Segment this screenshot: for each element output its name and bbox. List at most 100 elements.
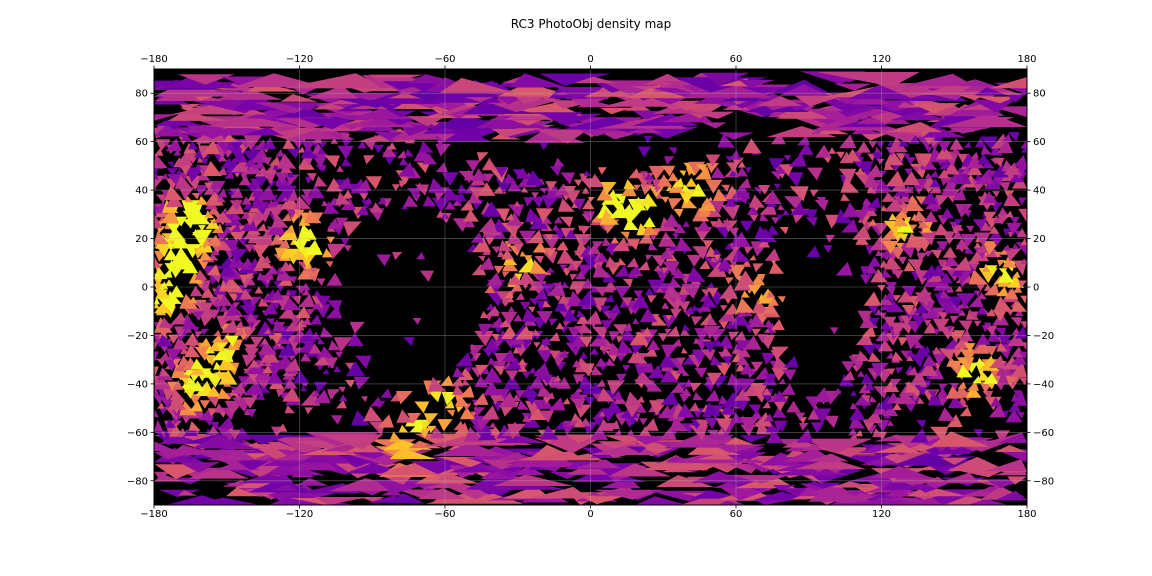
density-cell [681, 387, 692, 397]
density-cell [428, 178, 447, 193]
density-cell [938, 312, 949, 321]
density-cell [886, 368, 896, 376]
density-cell [313, 389, 331, 404]
density-cell [752, 263, 764, 273]
density-cell [672, 233, 679, 239]
density-cell [684, 306, 694, 314]
density-cell [592, 263, 611, 278]
density-cell [754, 225, 771, 240]
density-cell [895, 153, 906, 162]
density-cell [546, 392, 555, 399]
density-cell [242, 397, 258, 409]
density-cell [648, 165, 667, 181]
density-cell [656, 399, 665, 406]
density-cell [527, 306, 536, 313]
density-cell [984, 283, 1000, 296]
density-cell [414, 401, 430, 414]
density-cell [202, 160, 222, 176]
density-cell [680, 327, 691, 336]
density-cell [1018, 280, 1027, 289]
density-cell [668, 147, 678, 155]
density-cell [317, 147, 326, 154]
density-cell [751, 274, 765, 286]
density-cell [154, 117, 204, 126]
density-cell [536, 349, 554, 364]
density-cell [528, 298, 538, 306]
density-cell [600, 320, 614, 331]
density-cell [181, 200, 201, 216]
density-cell [270, 289, 284, 300]
density-cell [562, 420, 573, 429]
density-cell [303, 239, 323, 255]
density-cell [572, 359, 582, 368]
density-cell [342, 221, 362, 237]
density-cell [172, 358, 182, 367]
density-cell [261, 338, 269, 345]
density-cell [602, 237, 613, 246]
density-cell [341, 157, 353, 167]
density-cell [906, 355, 914, 361]
density-cell [672, 267, 687, 279]
density-cell [786, 400, 801, 413]
density-cell [541, 215, 553, 224]
density-cell [489, 348, 499, 356]
density-cell [432, 197, 451, 213]
density-cell [871, 152, 884, 162]
density-cell [910, 428, 929, 443]
density-cell [794, 458, 867, 470]
density-cell [487, 357, 498, 365]
density-cell [230, 223, 241, 232]
density-cell [1016, 164, 1027, 175]
density-cell [744, 309, 753, 317]
density-cell [647, 339, 661, 350]
density-cell [1019, 321, 1027, 329]
density-cell [304, 209, 322, 224]
density-cell [924, 476, 947, 483]
density-cell [670, 308, 683, 319]
density-cell [596, 252, 609, 263]
density-cell [681, 347, 688, 354]
density-cell [720, 305, 728, 312]
density-cell [262, 255, 272, 263]
density-cell [639, 418, 648, 426]
density-cell [672, 177, 685, 188]
density-cell [989, 225, 1000, 234]
density-cell [955, 238, 970, 250]
density-cell [645, 254, 653, 261]
density-cell [227, 425, 235, 432]
density-cell [274, 172, 289, 184]
density-cell [194, 331, 204, 339]
density-cell [605, 256, 619, 268]
density-cell [742, 384, 758, 396]
density-cell [482, 348, 493, 358]
density-cell [992, 191, 1000, 198]
density-cell [548, 318, 558, 326]
density-cell [957, 381, 967, 389]
density-cell [841, 361, 855, 373]
density-cell [277, 423, 288, 432]
density-cell [710, 221, 718, 228]
density-cell [764, 319, 774, 328]
density-cell [810, 422, 825, 434]
density-cell [245, 434, 293, 445]
density-cell [307, 184, 325, 199]
density-cell [931, 264, 947, 277]
density-cell [507, 204, 524, 218]
density-cell [264, 163, 277, 174]
density-cell [223, 226, 232, 233]
density-cell [154, 122, 188, 137]
density-cell [338, 386, 346, 393]
density-cell [456, 406, 464, 413]
density-cell [778, 84, 830, 96]
density-cell [309, 343, 322, 354]
density-cell [166, 348, 184, 362]
density-cell [521, 308, 540, 322]
density-cell [533, 399, 544, 409]
density-cell [724, 243, 733, 250]
density-cell [183, 175, 202, 190]
density-cell [492, 474, 574, 486]
density-cell [283, 377, 298, 389]
density-cell [154, 409, 159, 418]
density-cell [884, 191, 897, 202]
density-cell [900, 315, 914, 326]
